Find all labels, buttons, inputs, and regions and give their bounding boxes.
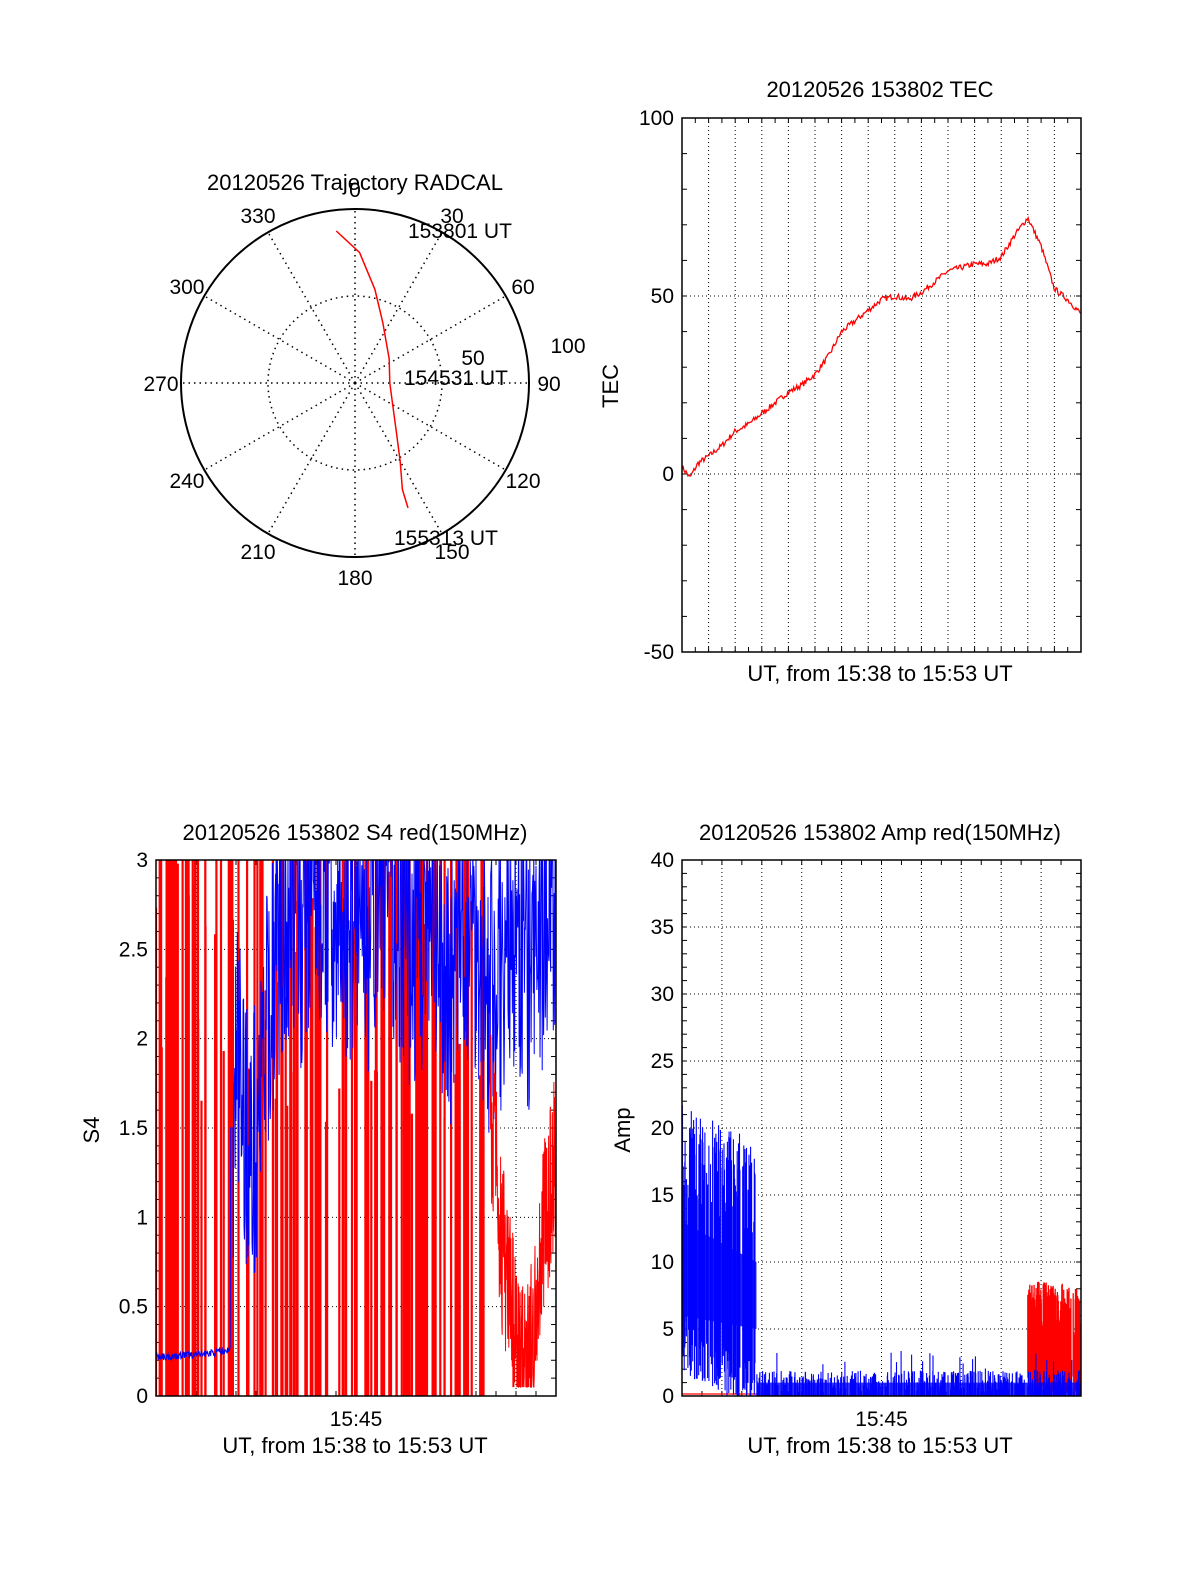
s4-red-tail-series [488,1013,556,1388]
polar-outer-ring [180,208,530,558]
plot-frame [681,859,1082,1397]
tec-series-line [681,215,1081,478]
y-tick-label: 1 [136,1206,148,1229]
amp-series-group [682,1105,1081,1396]
polar-title: 20120526 Trajectory RADCAL [207,170,503,195]
y-tick-label: 35 [651,916,674,939]
amp-blue-dense-band [682,1221,757,1329]
trajectory-annotation: 154531 UT [404,367,508,390]
polar-angle-label: 240 [169,470,204,493]
polar-radius-label: 50 [461,347,484,370]
y-tick-label: 5 [662,1318,674,1341]
y-tick-label: 10 [651,1251,674,1274]
y-tick-label: 2 [136,1028,148,1051]
trajectory-line [335,230,409,509]
y-tick-label: 0 [136,1385,148,1408]
tec-xlabel: UT, from 15:38 to 15:53 UT [747,661,1012,686]
plot-frame [155,859,557,1397]
polar-spoke [354,231,443,384]
polar-spoke [354,382,443,535]
polar-spoke [203,295,356,384]
polar-angle-label: 210 [240,541,275,564]
s4-ylabel: S4 [79,1117,104,1144]
y-tick-label: 100 [639,107,674,130]
polar-spoke [354,295,507,384]
trajectory-annotation: 153801 UT [408,220,512,243]
polar-angle-label: 0 [349,179,361,202]
y-tick-label: 0 [662,463,674,486]
polar-spoke [267,231,356,384]
y-tick-label: -50 [644,641,674,664]
polar-spoke [203,382,356,471]
tec-chart: 20120526 153802 TEC UT, from 15:38 to 15… [598,77,1082,686]
y-tick-label: 3 [136,849,148,872]
y-tick-label: 2.5 [119,938,148,961]
y-tick-label: 25 [651,1050,674,1073]
tec-plot-area: 100 50 0 -50 [639,107,1082,664]
polar-ring-50 [267,295,443,471]
polar-angle-label: 330 [240,205,275,228]
amp-red-series [682,1281,1081,1396]
amp-plot-area: 0 5 10 15 20 25 30 35 40 15:45 [651,849,1082,1431]
trajectory-annotation: 155313 UT [394,527,498,550]
s4-plot-area: 0 0.5 1 1.5 2 2.5 3 15:45 [119,849,557,1431]
amp-title: 20120526 153802 Amp red(150MHz) [699,820,1061,845]
y-tick-label: 15 [651,1184,674,1207]
x-tick-label: 15:45 [330,1408,383,1431]
polar-marks: 153801 UT 154531 UT 155313 UT [335,220,512,550]
polar-spoke [267,382,356,535]
amp-xlabel: UT, from 15:38 to 15:53 UT [747,1433,1012,1458]
polar-angle-label: 270 [143,373,178,396]
y-tick-label: 40 [651,849,674,872]
polar-spoke [354,382,507,471]
tec-ylabel: TEC [598,364,623,408]
x-tick-label: 15:45 [855,1408,908,1431]
y-tick-label: 1.5 [119,1117,148,1140]
s4-title: 20120526 153802 S4 red(150MHz) [183,820,528,845]
polar-angle-label: 300 [169,276,204,299]
polar-angle-label: 60 [511,276,534,299]
polar-angle-label: 90 [537,373,560,396]
polar-trajectory-chart: 20120526 Trajectory RADCAL 0 30 60 90 120 150… [143,170,585,590]
amp-ylabel: Amp [610,1107,635,1152]
y-tick-label: 20 [651,1117,674,1140]
y-tick-label: 0 [662,1385,674,1408]
y-tick-label: 0.5 [119,1296,148,1319]
plot-frame [681,117,1082,653]
polar-angle-label: 120 [505,470,540,493]
s4-blue-series [156,860,556,1362]
polar-grid: 0 30 60 90 120 150 180 210 240 270 300 330 50 100 [143,179,585,590]
tec-title: 20120526 153802 TEC [766,77,993,102]
s4-xlabel: UT, from 15:38 to 15:53 UT [222,1433,487,1458]
amp-blue-low-band [756,1382,1081,1396]
amp-blue-series [682,1105,1080,1396]
polar-angle-label: 180 [337,567,372,590]
y-tick-label: 30 [651,983,674,1006]
y-tick-label: 50 [651,285,674,308]
s4-series-group [156,860,556,1396]
polar-angle-label: 150 [434,541,469,564]
amp-chart: 20120526 153802 Amp red(150MHz) UT, from… [610,820,1082,1458]
polar-angle-label: 30 [440,205,463,228]
polar-radius-label: 100 [550,335,585,358]
s4-chart: 20120526 153802 S4 red(150MHz) UT, from … [79,820,557,1458]
